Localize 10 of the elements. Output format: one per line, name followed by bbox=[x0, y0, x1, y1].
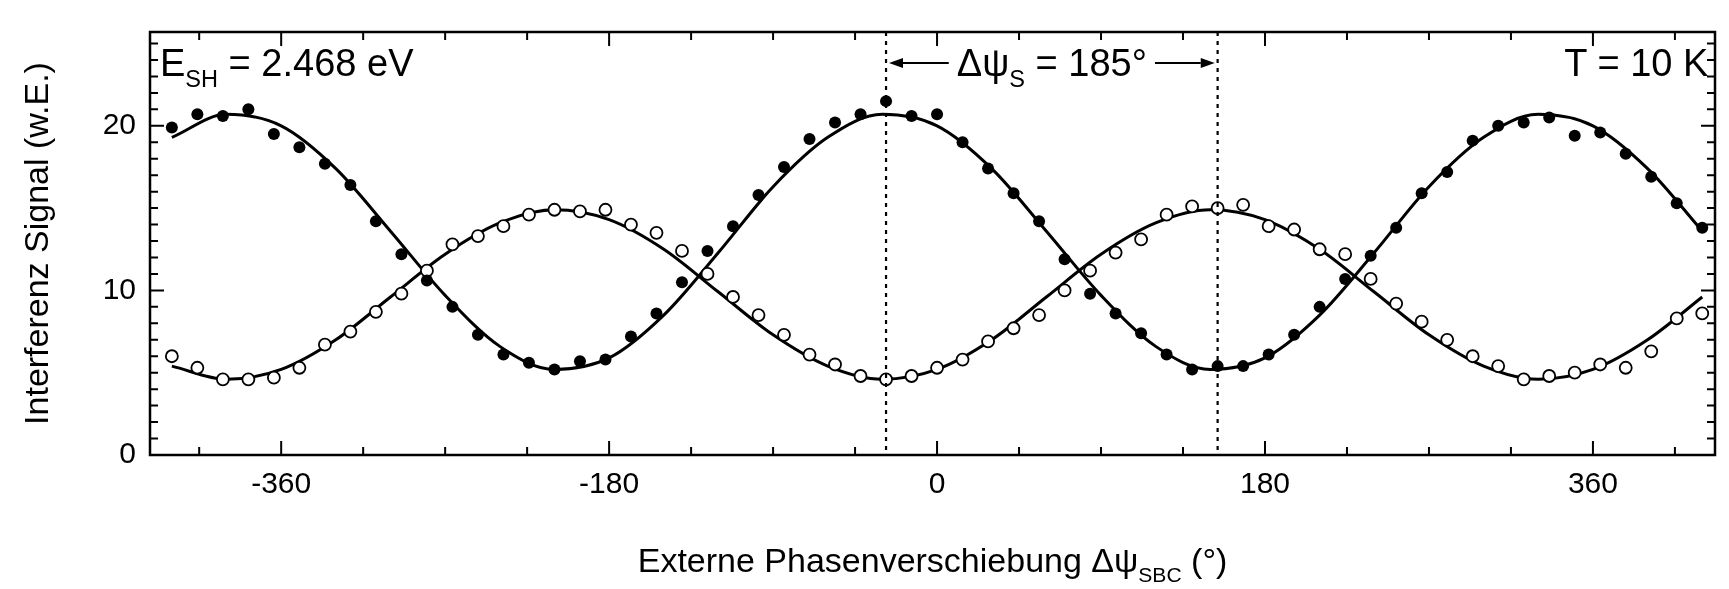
y-tick-label: 10 bbox=[102, 271, 136, 305]
x-tick-label: -360 bbox=[251, 466, 312, 500]
x-tick-label: 360 bbox=[1567, 466, 1618, 500]
y-axis-title: Interferenz Signal (w.E.) bbox=[17, 62, 55, 425]
x-tick-label: 180 bbox=[1239, 466, 1291, 500]
x-tick-label: -180 bbox=[579, 466, 640, 500]
y-tick-label: 20 bbox=[102, 107, 136, 141]
annotation: T = 10 K bbox=[1564, 42, 1709, 84]
y-tick-label: 0 bbox=[119, 436, 136, 470]
x-tick-label: 0 bbox=[928, 466, 946, 500]
